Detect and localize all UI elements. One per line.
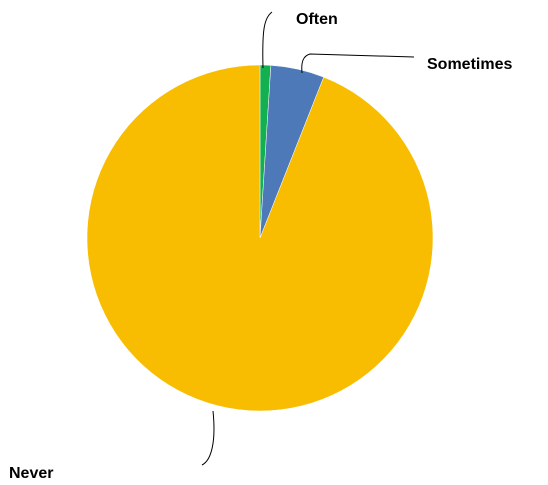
leader-lines-layer [201,11,415,466]
pie-slice-never [86,64,434,412]
slice-label-sometimes: Sometimes [427,56,512,73]
slice-label-often: Often [296,11,338,28]
slices-layer [86,64,434,412]
leader-line-often [262,11,273,69]
leader-line-sometimes [301,53,415,74]
slice-label-never: Never [9,465,53,482]
labels-layer: Often Sometimes Never [9,11,512,482]
leader-line-never [201,410,215,466]
